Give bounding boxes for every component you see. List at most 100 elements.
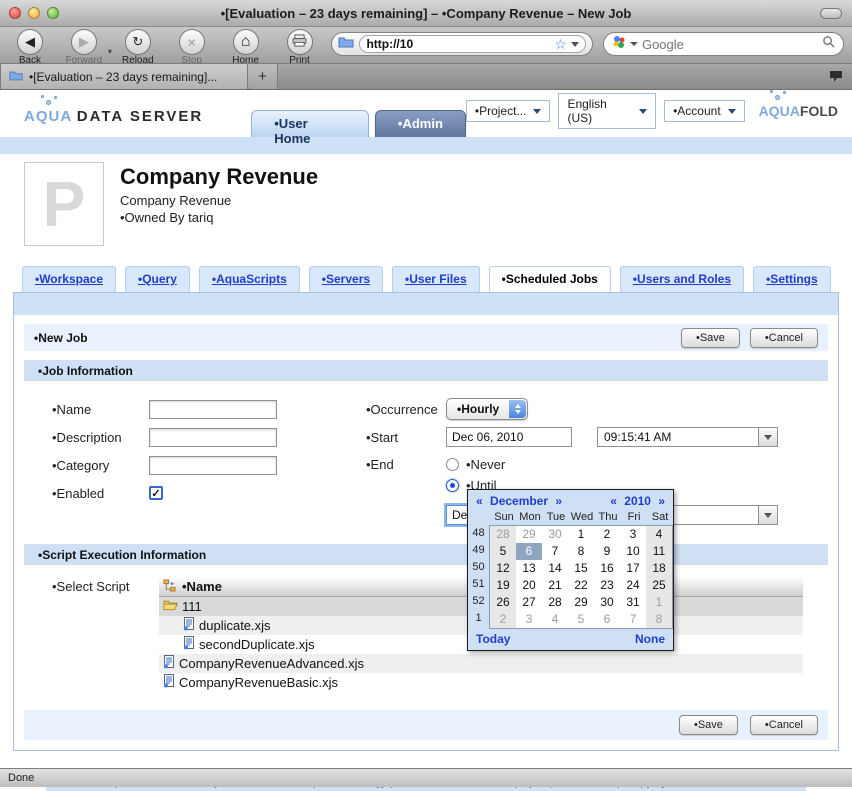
calendar-day[interactable]: 19 [490, 577, 516, 594]
tab-user-files[interactable]: •User Files [392, 266, 480, 292]
calendar-day[interactable]: 22 [568, 577, 594, 594]
save-button-bottom[interactable]: •Save [678, 715, 738, 735]
start-date-field[interactable] [446, 427, 572, 447]
description-field[interactable] [149, 427, 277, 447]
search-engine-dropdown-icon[interactable] [629, 42, 638, 46]
calendar-day[interactable]: 18 [646, 560, 672, 577]
end-never-radio[interactable] [446, 457, 459, 471]
calendar-day[interactable]: 31 [620, 594, 646, 611]
tab-query[interactable]: •Query [125, 266, 190, 292]
bookmark-star-icon[interactable]: ☆ [554, 36, 567, 52]
end-until-radio[interactable] [446, 478, 459, 492]
calendar-day[interactable]: 25 [646, 577, 672, 594]
next-month-button[interactable]: » [555, 494, 563, 508]
time-dropdown-button[interactable] [758, 428, 777, 446]
calendar-day[interactable]: 1 [646, 594, 672, 611]
calendar-day[interactable]: 8 [646, 611, 672, 628]
calendar-day[interactable]: 29 [568, 594, 594, 611]
nav-tab-user-home[interactable]: •User Home [251, 110, 369, 146]
search-bar[interactable] [602, 32, 844, 56]
url-input[interactable]: http://10 [366, 37, 414, 51]
calendar-day[interactable]: 3 [516, 611, 542, 628]
url-bar[interactable]: http://10 ☆ [331, 32, 593, 56]
bookmark-folder-icon[interactable] [338, 35, 354, 53]
calendar-day[interactable]: 4 [542, 611, 568, 628]
occurrence-select[interactable]: •Hourly [446, 398, 529, 420]
calendar-day[interactable]: 2 [490, 611, 516, 628]
calendar-day[interactable]: 4 [646, 526, 672, 543]
url-dropdown-icon[interactable] [570, 41, 579, 47]
reload-button[interactable]: ↻ Reload [116, 29, 160, 66]
calendar-day[interactable]: 27 [516, 594, 542, 611]
calendar-day[interactable]: 6 [516, 543, 542, 560]
minimize-window-button[interactable] [28, 7, 40, 19]
calendar-day[interactable]: 9 [594, 543, 620, 560]
calendar-day[interactable]: 5 [490, 543, 516, 560]
calendar-day[interactable]: 20 [516, 577, 542, 594]
calendar-day[interactable]: 2 [594, 526, 620, 543]
project-dropdown[interactable]: •Project... [465, 100, 551, 122]
calendar-day[interactable]: 6 [594, 611, 620, 628]
calendar-day[interactable]: 7 [542, 543, 568, 560]
tab-scheduled-jobs[interactable]: •Scheduled Jobs [488, 266, 611, 292]
calendar-day[interactable]: 17 [620, 560, 646, 577]
language-dropdown[interactable]: English (US) [558, 93, 657, 129]
calendar-day[interactable]: 11 [646, 543, 672, 560]
browser-tab[interactable]: •[Evaluation – 23 days remaining]... [0, 64, 248, 89]
calendar-day[interactable]: 5 [568, 611, 594, 628]
calendar-day[interactable]: 29 [516, 526, 542, 543]
calendar-day[interactable]: 30 [542, 526, 568, 543]
calendar-day[interactable]: 12 [490, 560, 516, 577]
save-button-top[interactable]: •Save [680, 327, 740, 348]
calendar-day[interactable]: 28 [542, 594, 568, 611]
calendar-day[interactable]: 21 [542, 577, 568, 594]
prev-year-button[interactable]: « [610, 494, 617, 508]
enabled-checkbox[interactable]: ✓ [149, 486, 163, 500]
tree-row[interactable]: CompanyRevenueBasic.xjs [159, 673, 803, 692]
calendar-day[interactable]: 26 [490, 594, 516, 611]
calendar-day[interactable]: 16 [594, 560, 620, 577]
stop-button[interactable]: × Stop [170, 29, 214, 66]
toolbar-toggle-lozenge[interactable] [820, 8, 842, 19]
tab-aquascripts[interactable]: •AquaScripts [198, 266, 300, 292]
time-dropdown-button[interactable] [758, 506, 777, 524]
home-button[interactable]: ⌂ Home [224, 29, 268, 66]
calendar-day[interactable]: 7 [620, 611, 646, 628]
today-link[interactable]: Today [476, 632, 511, 646]
none-link[interactable]: None [635, 632, 665, 646]
calendar-day[interactable]: 14 [542, 560, 568, 577]
year-label[interactable]: 2010 [624, 494, 651, 508]
calendar-day[interactable]: 15 [568, 560, 594, 577]
name-field[interactable] [149, 399, 277, 419]
new-tab-button[interactable]: + [248, 64, 278, 89]
history-caret-icon[interactable]: ▾ [107, 46, 112, 56]
tab-overview-icon[interactable] [828, 69, 844, 88]
back-button[interactable]: ◀ Back [8, 29, 52, 66]
calendar-day[interactable]: 3 [620, 526, 646, 543]
tab-servers[interactable]: •Servers [308, 266, 384, 292]
tab-settings[interactable]: •Settings [753, 266, 831, 292]
account-dropdown[interactable]: •Account [664, 100, 745, 122]
tab-users-and-roles[interactable]: •Users and Roles [619, 266, 745, 292]
calendar-day[interactable]: 23 [594, 577, 620, 594]
calendar-day[interactable]: 28 [490, 526, 516, 543]
prev-month-button[interactable]: « [476, 494, 483, 508]
start-time-combo[interactable]: 09:15:41 AM [597, 427, 778, 447]
category-field[interactable] [149, 455, 277, 475]
tree-row[interactable]: CompanyRevenueAdvanced.xjs [159, 654, 803, 673]
calendar-day[interactable]: 10 [620, 543, 646, 560]
search-input[interactable] [641, 36, 818, 52]
cancel-button-top[interactable]: •Cancel [749, 327, 818, 348]
calendar-day[interactable]: 24 [620, 577, 646, 594]
calendar-day[interactable]: 8 [568, 543, 594, 560]
next-year-button[interactable]: » [658, 494, 665, 508]
forward-button[interactable]: ▶ Forward [62, 29, 106, 66]
calendar-day[interactable]: 1 [568, 526, 594, 543]
nav-tab-admin[interactable]: •Admin [374, 110, 466, 137]
calendar-day[interactable]: 30 [594, 594, 620, 611]
close-window-button[interactable] [9, 7, 21, 19]
tab-workspace[interactable]: •Workspace [22, 266, 117, 292]
cancel-button-bottom[interactable]: •Cancel [749, 715, 818, 735]
month-label[interactable]: December [490, 494, 549, 508]
print-button[interactable]: Print [278, 29, 322, 66]
